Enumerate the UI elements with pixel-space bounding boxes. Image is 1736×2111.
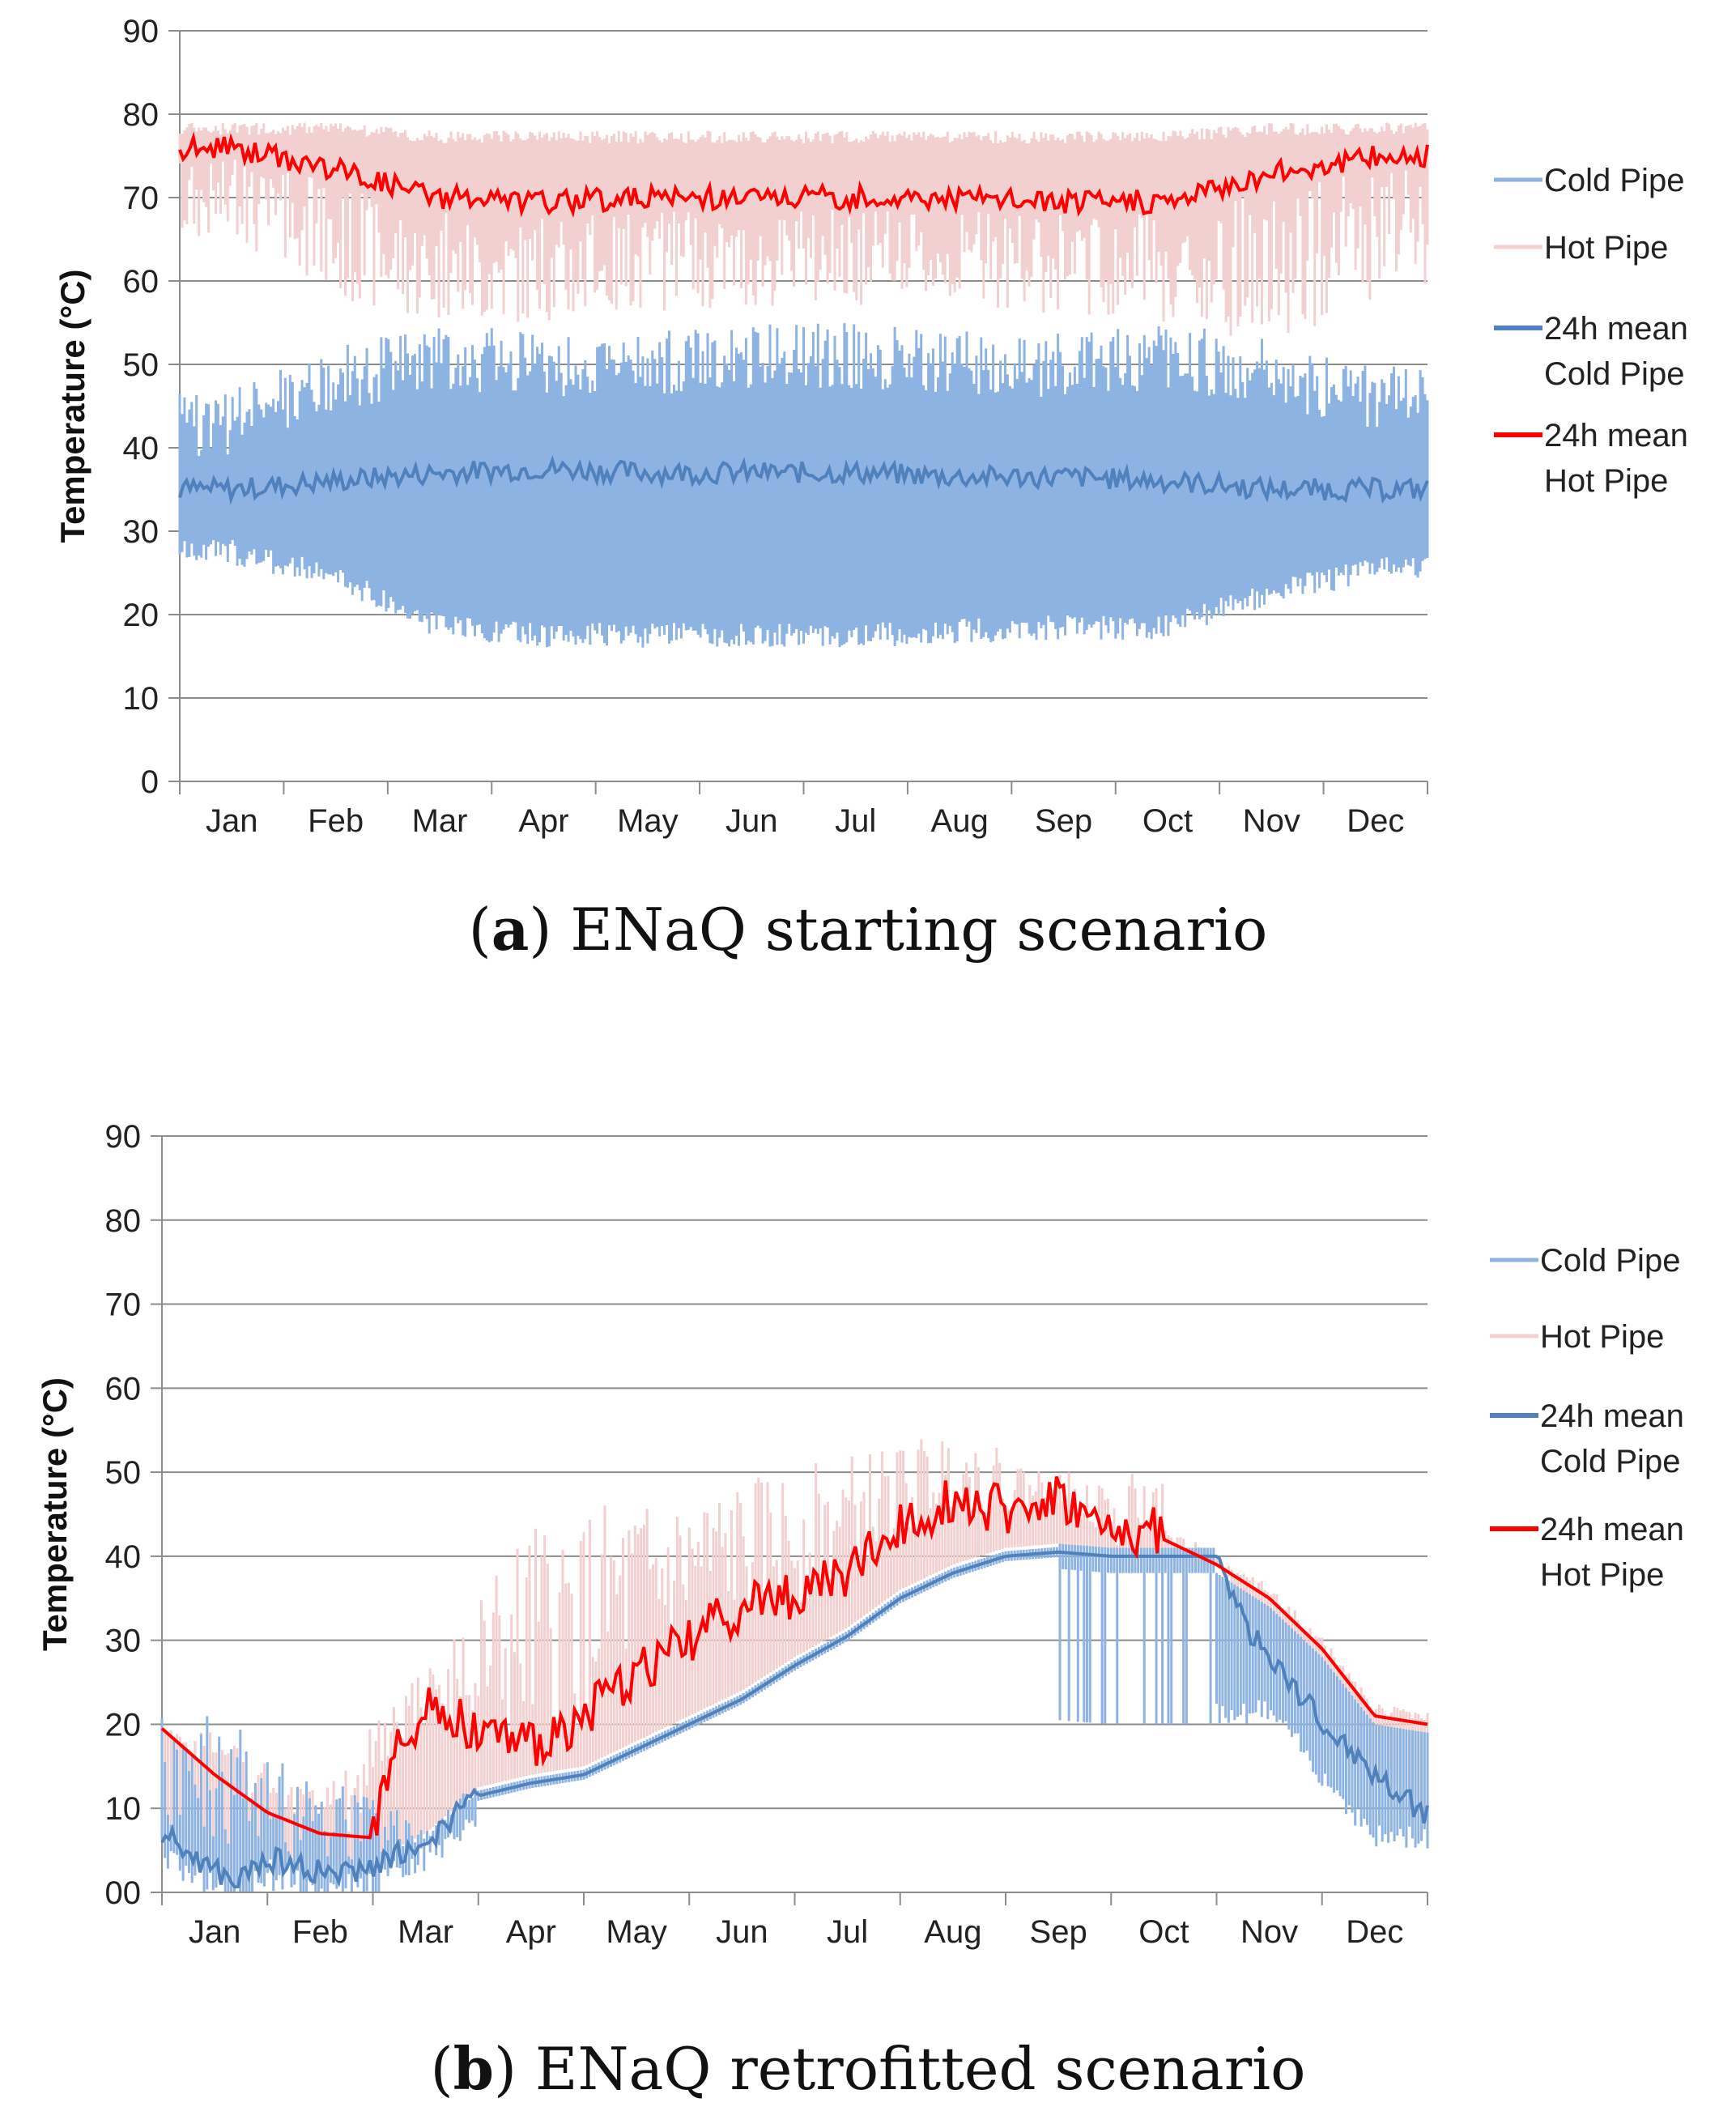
chart-a-xtick-label: Sep: [1035, 803, 1092, 839]
chart-b-xtick-label: Apr: [506, 1914, 556, 1950]
chart-b-series-cold-mean: [160, 1550, 1429, 1889]
chart-a-xtick-label: Jun: [725, 803, 778, 839]
chart-b-series-hot-mean: [160, 1475, 1428, 1840]
chart-a-ytick-label: 20: [123, 598, 160, 633]
chart-a-ytick-label: 90: [123, 14, 160, 49]
chart-b-legend-cold_mean-label: Cold Pipe: [1540, 1444, 1680, 1479]
chart-a-legend-hot_mean-label: 24h mean: [1544, 418, 1688, 453]
chart-a-legend-cold_range-label: Cold Pipe: [1544, 163, 1684, 198]
chart-a-xtick-label: May: [617, 803, 679, 839]
caption-a-letter: a: [491, 895, 530, 964]
chart-b-legend-hot_mean: 24h mean Hot Pipe: [1490, 1512, 1684, 1593]
chart-a-ytick-label: 30: [123, 514, 160, 550]
caption-a: (a) ENaQ starting scenario: [468, 895, 1268, 964]
chart-a-ytick-label: 10: [123, 681, 160, 717]
chart-b-ytick-label: 10: [105, 1791, 142, 1827]
chart-b-xtick-label: May: [606, 1914, 667, 1950]
chart-b-y-axis-label: Temperature (°C): [36, 1377, 74, 1651]
chart-a-legend-cold_mean-label: Cold Pipe: [1544, 356, 1684, 392]
chart-a-legend-hot_mean-label: Hot Pipe: [1544, 463, 1668, 499]
chart-b-xtick-label: Jul: [827, 1914, 868, 1950]
chart-b-xtick-label: Feb: [292, 1914, 348, 1950]
chart-a-series-cold-pipe: [178, 323, 1429, 648]
chart-a-series-hot-mean: [178, 131, 1429, 219]
chart-b-xtick-label: Aug: [924, 1914, 981, 1950]
chart-b-legend-hot_mean-label: Hot Pipe: [1540, 1557, 1664, 1593]
chart-b-legend-cold_range-label: Cold Pipe: [1540, 1243, 1680, 1279]
chart-a-xtick-label: Aug: [931, 803, 989, 839]
caption-a-text: ) ENaQ starting scenario: [529, 896, 1268, 964]
chart-a: 0 10 20 30 40 50 60 70 80 90 Jan Feb Mar Apr May Jun Jul…: [53, 14, 1688, 839]
chart-a-legend-hot_range: Hot Pipe: [1494, 230, 1668, 266]
chart-a-ytick-label: 70: [123, 181, 160, 216]
chart-b-legend-hot_range-label: Hot Pipe: [1540, 1319, 1664, 1355]
chart-b-ytick-label: 70: [105, 1287, 142, 1323]
chart-a-xtick-label: Nov: [1243, 803, 1300, 839]
chart-b-xtick-label: Jan: [189, 1914, 241, 1950]
chart-a-legend-cold_mean: 24h mean Cold Pipe: [1494, 311, 1688, 392]
chart-b-xtick-label: Mar: [398, 1914, 453, 1950]
chart-a-series-cold-mean: [178, 455, 1429, 505]
chart-a-legend-cold_mean-label: 24h mean: [1544, 311, 1688, 347]
chart-b-legend-cold_mean-label: 24h mean: [1540, 1398, 1684, 1434]
chart-b-legend-hot_mean-label: 24h mean: [1540, 1512, 1684, 1547]
chart-b-xtick-label: Dec: [1346, 1914, 1403, 1950]
chart-b-legend-cold_mean: 24h mean Cold Pipe: [1490, 1398, 1684, 1479]
caption-b-letter: b: [453, 2034, 494, 2103]
chart-b: 00 10 20 30 40 50 60 70 80 90 Jan Feb Mar Apr May Jun Ju…: [36, 1119, 1684, 1950]
chart-b-ytick-label: 50: [105, 1455, 142, 1491]
chart-a-xtick-label: Dec: [1347, 803, 1404, 839]
caption-b-text: ) ENaQ retrofitted scenario: [493, 2035, 1306, 2103]
chart-a-legend-hot_range-label: Hot Pipe: [1544, 230, 1668, 266]
chart-a-ytick-label: 50: [123, 347, 160, 383]
chart-b-ytick-label: 90: [105, 1119, 142, 1155]
chart-b-xtick-label: Oct: [1138, 1914, 1189, 1950]
chart-a-xtick-label: Apr: [518, 803, 568, 839]
chart-b-legend-cold_range: Cold Pipe: [1490, 1243, 1680, 1279]
chart-a-xtick-label: Mar: [412, 803, 468, 839]
chart-a-y-axis-label: Temperature (°C): [53, 269, 91, 543]
chart-a-ytick-label: 80: [123, 97, 160, 133]
chart-a-legend-hot_mean: 24h mean Hot Pipe: [1494, 418, 1688, 499]
chart-b-ytick-label: 20: [105, 1707, 142, 1743]
chart-a-ytick-label: 60: [123, 264, 160, 300]
chart-a-legend-cold_range: Cold Pipe: [1494, 163, 1684, 198]
chart-b-legend-hot_range: Hot Pipe: [1490, 1319, 1664, 1355]
chart-b-xtick-label: Jun: [716, 1914, 768, 1950]
chart-a-series-hot-pipe: [178, 122, 1429, 336]
chart-a-xtick-label: Oct: [1142, 803, 1193, 839]
caption-b: (b) ENaQ retrofitted scenario: [430, 2034, 1306, 2103]
chart-b-ytick-label: 30: [105, 1624, 142, 1659]
chart-b-xtick-label: Nov: [1240, 1914, 1298, 1950]
chart-a-xtick-label: Jan: [206, 803, 258, 839]
chart-a-ytick-label: 0: [141, 764, 159, 800]
chart-b-ytick-label: 00: [105, 1875, 142, 1911]
chart-b-xtick-label: Sep: [1030, 1914, 1087, 1950]
chart-b-ytick-label: 60: [105, 1371, 142, 1407]
chart-a-xtick-label: Jul: [835, 803, 876, 839]
chart-b-ytick-label: 80: [105, 1203, 142, 1239]
chart-a-ytick-label: 40: [123, 431, 160, 466]
chart-b-ytick-label: 40: [105, 1539, 142, 1575]
chart-a-xtick-label: Feb: [308, 803, 364, 839]
